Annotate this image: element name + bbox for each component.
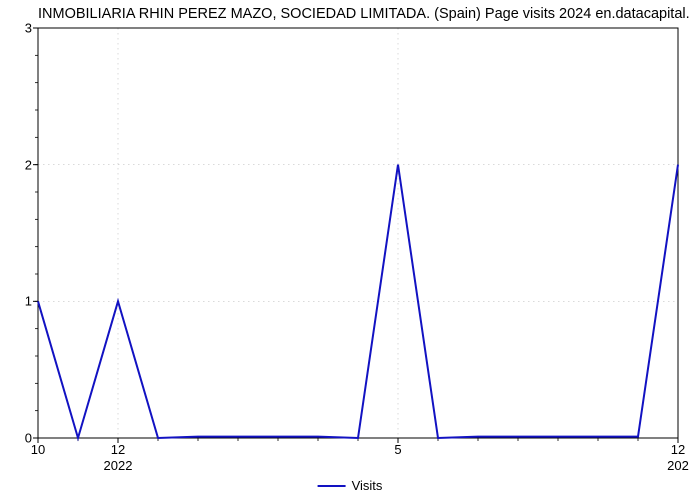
x-tick-label: 12 bbox=[671, 442, 685, 457]
legend-label: Visits bbox=[352, 478, 383, 493]
x-axis-year-label: 202 bbox=[667, 458, 689, 473]
legend: Visits bbox=[318, 478, 383, 493]
chart-title: INMOBILIARIA RHIN PEREZ MAZO, SOCIEDAD L… bbox=[38, 6, 690, 22]
chart-svg bbox=[38, 28, 678, 438]
x-tick-label: 12 bbox=[111, 442, 125, 457]
plot-area bbox=[38, 28, 678, 438]
y-tick-label: 1 bbox=[14, 294, 32, 309]
y-tick-label: 2 bbox=[14, 157, 32, 172]
y-tick-label: 0 bbox=[14, 431, 32, 446]
chart-container: INMOBILIARIA RHIN PEREZ MAZO, SOCIEDAD L… bbox=[0, 0, 700, 500]
legend-swatch bbox=[318, 485, 346, 487]
x-axis-year-label: 2022 bbox=[104, 458, 133, 473]
x-tick-label: 10 bbox=[31, 442, 45, 457]
y-tick-label: 3 bbox=[14, 21, 32, 36]
x-tick-label: 5 bbox=[394, 442, 401, 457]
